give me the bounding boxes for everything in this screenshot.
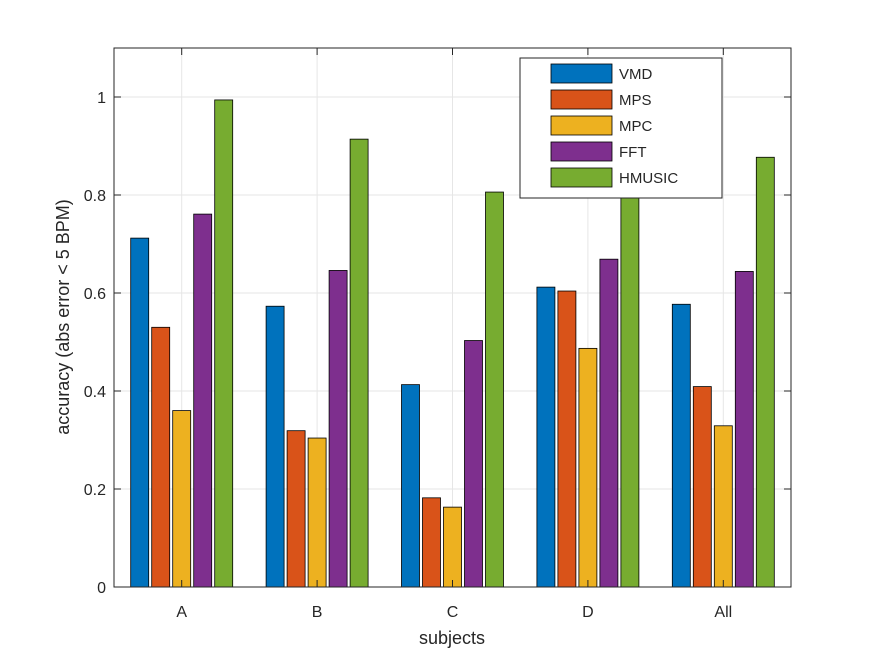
bar-vmd-all [671,303,691,588]
x-tick-label: D [582,604,594,621]
legend-swatch-hmusic [550,167,613,188]
bar-vmd-a [130,237,150,588]
x-tick-label: C [447,604,459,621]
y-tick-label: 1 [97,90,106,107]
x-tick-label: B [312,604,323,621]
tick-marks [114,48,791,588]
bar-mps-b [286,430,306,588]
bar-fft-d [599,258,619,588]
bar-mpc-a [172,410,192,588]
bar-vmd-d [536,286,556,588]
bar-hmusic-a [214,99,234,588]
bar-fft-c [464,340,483,588]
legend-label-vmd: VMD [619,66,653,83]
bar-mpc-b [307,437,327,588]
legend-label-mps: MPS [619,92,652,109]
y-tick-label: 0.2 [84,482,106,499]
bar-mps-c [422,497,441,588]
bar-hmusic-c [485,191,504,588]
legend-swatch-fft [550,141,613,162]
bar-hmusic-b [349,138,369,588]
x-tick-label: A [176,604,187,621]
legend[interactable]: VMD MPS MPC FFT HMUSIC [519,57,723,199]
bar-fft-b [328,270,348,588]
legend-label-hmusic: HMUSIC [619,170,678,187]
y-tick-label: 0.4 [84,384,106,401]
x-tick-label: All [714,604,732,621]
y-axis-label: accuracy (abs error < 5 BPM) [53,199,73,435]
legend-label-mpc: MPC [619,118,653,135]
x-tick-labels: A B C D All [176,604,732,621]
legend-swatch-mps [550,89,613,110]
legend-swatch-mpc [550,115,613,136]
bar-mps-a [151,326,171,588]
bar-hmusic-all [755,156,775,588]
y-tick-label: 0.8 [84,188,106,205]
y-tick-label: 0.6 [84,286,106,303]
legend-swatch-vmd [550,63,613,84]
bar-mps-d [557,290,577,588]
x-axis-label: subjects [419,628,485,648]
bar-fft-a [193,213,213,588]
y-tick-labels: 0 0.2 0.4 0.6 0.8 1 [84,90,106,597]
bar-mps-all [692,386,712,588]
legend-label-fft: FFT [619,144,647,161]
bar-hmusic-d [620,196,640,588]
bar-mpc-d [578,347,598,588]
bar-vmd-c [401,384,420,588]
y-tick-label: 0 [97,580,106,597]
bar-mpc-c [443,506,462,588]
bar-vmd-b [265,305,285,588]
bar-mpc-all [713,425,733,588]
bar-fft-all [734,271,754,588]
